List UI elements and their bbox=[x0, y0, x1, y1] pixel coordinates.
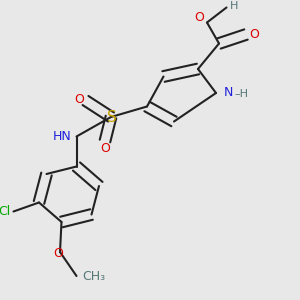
Text: N: N bbox=[224, 86, 233, 100]
Text: Cl: Cl bbox=[0, 205, 11, 218]
Text: O: O bbox=[194, 11, 204, 24]
Text: O: O bbox=[250, 28, 260, 41]
Text: O: O bbox=[54, 247, 63, 260]
Text: S: S bbox=[107, 110, 116, 125]
Text: H: H bbox=[230, 1, 238, 11]
Text: O: O bbox=[74, 93, 84, 106]
Text: HN: HN bbox=[52, 130, 71, 143]
Text: CH₃: CH₃ bbox=[82, 269, 106, 283]
Text: O: O bbox=[100, 142, 110, 155]
Text: –H: –H bbox=[235, 89, 249, 99]
